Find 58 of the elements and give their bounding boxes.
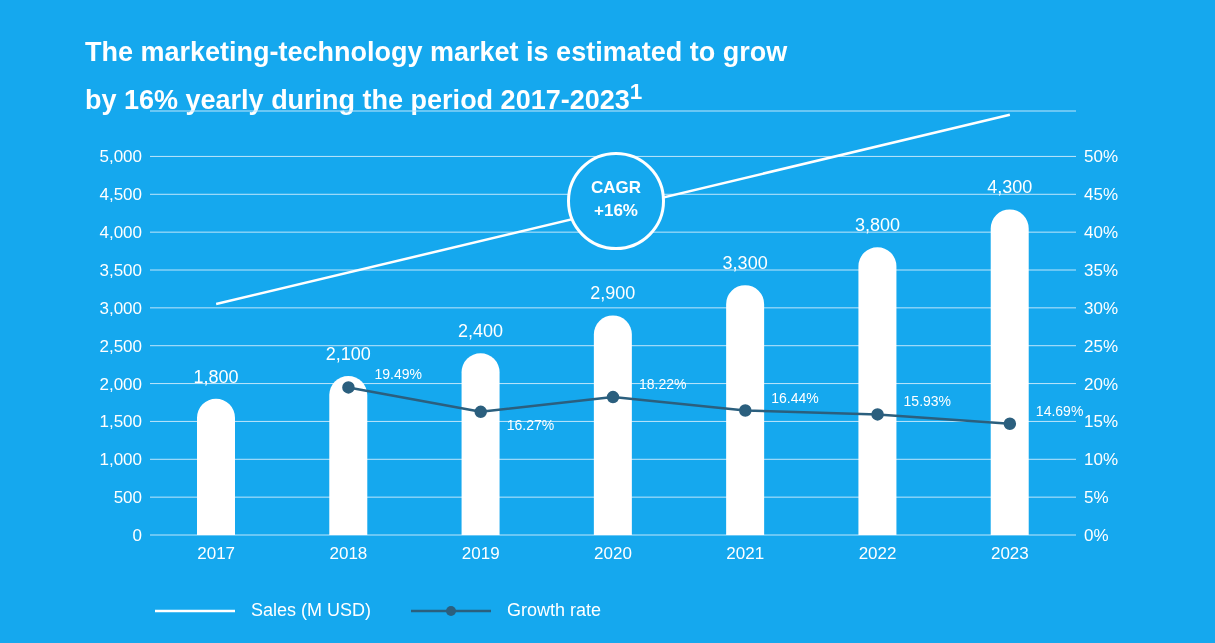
- data-label: 3,800: [854, 215, 900, 236]
- y2-tick-label: 30%: [1084, 298, 1119, 318]
- annotation: CAGR +16%: [589, 177, 643, 222]
- bar: [726, 285, 765, 535]
- point: [1003, 417, 1017, 431]
- bar: [990, 209, 1029, 535]
- data-label: 2,900: [590, 283, 636, 304]
- data-label: 16.44%: [771, 389, 819, 406]
- data-label: 14.69%: [1035, 402, 1084, 419]
- data-label: 4,300: [987, 177, 1033, 198]
- data-label: 15.93%: [903, 393, 952, 410]
- y-tick-label: 1,500: [99, 412, 142, 432]
- data-label: 2,100: [325, 344, 371, 364]
- chart-title: The marketing-technology market is estimated to grow by 16% yearly during the period 2017-2023$^{1}$: [85, 36, 789, 117]
- y-tick-label: 2,500: [99, 336, 142, 356]
- y2-tick-label: 25%: [1084, 336, 1119, 356]
- x-tick-label: 2017: [197, 544, 236, 564]
- y2-tick-label: 10%: [1084, 450, 1119, 470]
- point: [474, 405, 487, 419]
- y2-tick-label: 0%: [1084, 526, 1109, 546]
- bar: [858, 247, 897, 535]
- data-label: 19.49%: [374, 366, 422, 383]
- point: [871, 408, 884, 421]
- data-label: 2,400: [458, 321, 504, 342]
- legend-label: Sales (M USD): [251, 600, 372, 621]
- y2-tick-label: 40%: [1084, 223, 1119, 243]
- y-tick-label: 5,000: [99, 147, 142, 167]
- point: [606, 390, 620, 404]
- data-label: 16.27%: [506, 416, 555, 433]
- bar: [197, 398, 235, 535]
- y2-tick-label: 15%: [1084, 412, 1119, 432]
- legend-label: Growth rate: [507, 600, 602, 621]
- x-tick-label: 2021: [726, 544, 765, 564]
- x-tick-label: 2023: [990, 544, 1029, 564]
- data-label: 3,300: [722, 253, 768, 274]
- y2-tick-label: 5%: [1084, 488, 1109, 508]
- data-label: 1,800: [193, 366, 239, 387]
- point: [739, 404, 752, 417]
- x-tick-label: 2018: [329, 544, 368, 564]
- y2-tick-label: 45%: [1084, 185, 1119, 205]
- y-tick-label: 500: [113, 488, 142, 508]
- y-tick-label: 4,000: [99, 223, 142, 243]
- x-tick-label: 2022: [858, 544, 897, 564]
- bar: [461, 353, 500, 535]
- bar: [593, 315, 632, 535]
- y-tick-label: 3,000: [99, 298, 142, 318]
- x-tick-label: 2019: [461, 544, 500, 564]
- y-tick-label: 1,000: [99, 450, 142, 470]
- y-tick-label: 0: [132, 526, 142, 546]
- y-tick-label: 3,500: [99, 261, 142, 281]
- y2-tick-label: 20%: [1084, 374, 1119, 394]
- y2-tick-label: 50%: [1084, 147, 1119, 167]
- y-tick-label: 2,000: [99, 374, 142, 394]
- y2-tick-label: 35%: [1084, 261, 1119, 281]
- y-tick-label: 4,500: [99, 185, 142, 205]
- point: [342, 381, 355, 394]
- x-tick-label: 2020: [594, 544, 632, 564]
- bar: [329, 376, 368, 535]
